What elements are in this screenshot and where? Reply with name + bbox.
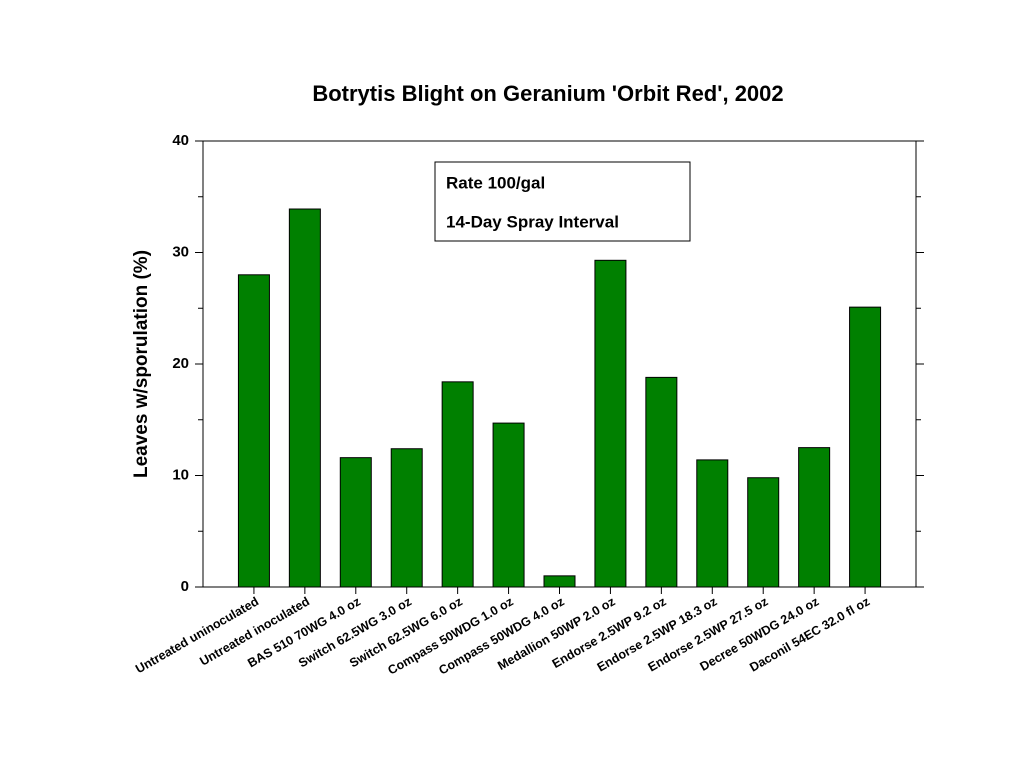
bar bbox=[543, 575, 576, 588]
y-axis-label: Leaves w/sporulation (%) bbox=[131, 250, 152, 478]
bar bbox=[390, 448, 423, 588]
annotation: 14-Day Spray Interval bbox=[446, 212, 619, 231]
bar bbox=[798, 447, 831, 588]
chart-title: Botrytis Blight on Geranium 'Orbit Red',… bbox=[312, 81, 783, 106]
y-tick-label: 0 bbox=[181, 578, 189, 595]
annotation-box bbox=[434, 161, 691, 242]
y-tick-label: 40 bbox=[172, 132, 189, 149]
bar bbox=[849, 306, 882, 588]
annotation: Rate 100/gal bbox=[446, 173, 545, 192]
bar bbox=[237, 274, 270, 588]
bar bbox=[288, 208, 321, 588]
bar bbox=[747, 477, 780, 588]
bar bbox=[441, 381, 474, 588]
bar bbox=[645, 376, 678, 588]
bar bbox=[594, 259, 627, 588]
bar bbox=[339, 457, 372, 588]
y-tick-label: 10 bbox=[172, 466, 189, 483]
y-tick-label: 20 bbox=[172, 355, 189, 372]
bar bbox=[492, 422, 525, 588]
bar bbox=[696, 459, 729, 588]
y-tick-label: 30 bbox=[172, 243, 189, 260]
